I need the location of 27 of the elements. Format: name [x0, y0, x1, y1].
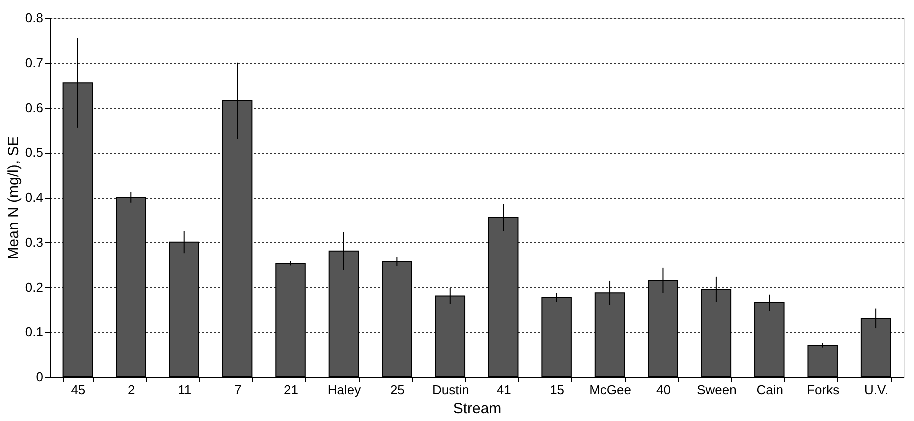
x-tick-label: Forks [807, 382, 840, 398]
y-tick-label: 0.1 [25, 324, 44, 340]
x-tick-label: 25 [390, 382, 405, 398]
x-tick-label: 41 [496, 382, 512, 398]
y-tick-label: 0.2 [25, 280, 44, 295]
x-tick-label: 21 [284, 382, 299, 398]
x-tick-label: Dustin [432, 382, 470, 398]
x-axis-title: Stream [453, 400, 502, 418]
x-tick-label: U.V. [864, 382, 889, 398]
y-tick-label: 0.4 [25, 190, 44, 205]
x-tick-label: Sween [697, 382, 737, 398]
y-tick-label: 0.5 [25, 145, 44, 160]
x-tick-label: 2 [128, 382, 136, 398]
x-tick-label: 7 [234, 382, 242, 398]
x-tick-label: 45 [71, 382, 86, 398]
x-tick-label: 15 [550, 382, 565, 398]
y-tick-label: 0.7 [25, 55, 44, 70]
x-tick-label: Haley [328, 382, 362, 398]
y-axis-title: Mean N (mg/l), SE [5, 136, 22, 260]
x-tick-label: 11 [178, 382, 192, 398]
x-tick-label: McGee [590, 382, 632, 398]
y-tick-label: 0.6 [25, 100, 44, 116]
x-tick-label: Cain [756, 382, 784, 398]
x-tick-label: 40 [656, 382, 671, 398]
y-tick-label: 0 [36, 370, 44, 384]
y-tick-label: 0.3 [25, 234, 44, 250]
y-tick-label: 0.8 [25, 10, 44, 26]
